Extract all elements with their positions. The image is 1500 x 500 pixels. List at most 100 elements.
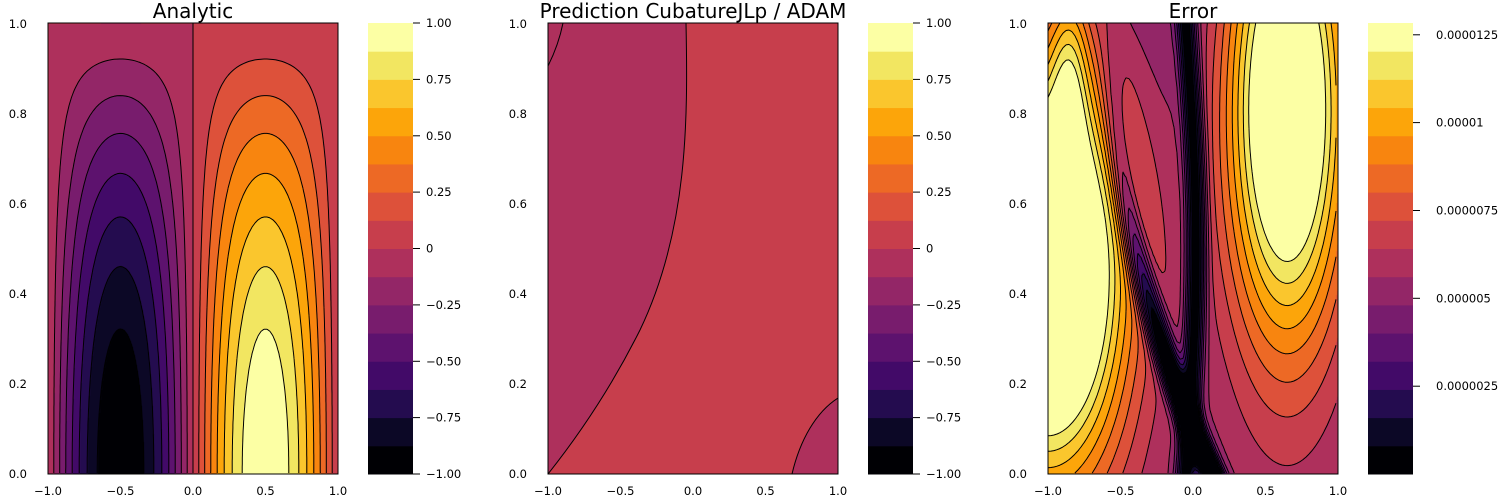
y-tick-label: 1.0 (1009, 17, 1027, 31)
colorbar-swatch (368, 23, 413, 52)
colorbar-swatch (368, 276, 413, 306)
colorbar-ticks (413, 22, 420, 475)
y-tick-label: 0.8 (9, 107, 27, 121)
colorbar-swatch (868, 79, 913, 109)
y-axis: 0.0 0.2 0.4 0.6 0.8 1.0 (1009, 17, 1027, 481)
x-tick-label: −1.0 (534, 484, 562, 498)
colorbar-tick-label: −0.25 (926, 298, 961, 312)
colorbar-tick-label: −0.50 (926, 354, 961, 368)
colorbar-swatch (1368, 248, 1413, 278)
y-tick-label: 0.4 (509, 287, 527, 301)
colorbar-swatch (1368, 163, 1413, 193)
colorbar-swatch (868, 220, 913, 249)
y-tick-label: 0.4 (1009, 287, 1027, 301)
panel-prediction: Prediction CubatureJLp / ADAM −1.0 −0.5 … (509, 0, 962, 498)
colorbar-tick-label: 0.25 (926, 185, 952, 199)
colorbar-tick-label: 0.25 (426, 185, 452, 199)
x-axis: −1.0 −0.5 0.0 0.5 1.0 (1034, 484, 1347, 498)
colorbar-tick-label: 0.000005 (1436, 291, 1491, 305)
colorbar-tick-label: 1.00 (426, 16, 452, 30)
colorbar-tick-label: 0.0000125 (1436, 28, 1498, 42)
contour-line (204, 95, 327, 473)
colorbar-tick-label: 0.00001 (1436, 116, 1484, 130)
colorbar-swatch (868, 107, 913, 137)
contour-line (1150, 23, 1222, 474)
region-negative-left (548, 23, 688, 474)
colorbar-swatch (1368, 389, 1413, 419)
contour-line (231, 266, 300, 473)
contour-line (1145, 23, 1223, 474)
contour-line (71, 172, 170, 473)
contour-line (223, 216, 308, 473)
colorbar-swatch (868, 248, 913, 278)
x-tick-label: 0.0 (184, 484, 202, 498)
colorbar-tick-label: 0 (426, 242, 433, 256)
y-tick-label: 0.2 (1009, 377, 1027, 391)
contour-line (1088, 23, 1337, 474)
y-tick-label: 1.0 (9, 17, 27, 31)
colorbar-swatch (868, 361, 913, 390)
contour-line (65, 132, 176, 473)
x-tick-label: 0.5 (1256, 484, 1274, 498)
y-tick-label: 0.2 (509, 377, 527, 391)
colorbar-swatch (868, 304, 913, 334)
contour-line (53, 58, 188, 473)
colorbar-swatches (868, 23, 913, 475)
colorbar-swatch (1368, 276, 1413, 306)
y-tick-label: 0.0 (1009, 467, 1027, 481)
colorbar-swatch (868, 417, 913, 447)
plot-frame (1047, 22, 1339, 475)
contour-line (1106, 23, 1337, 474)
plot-frame (547, 22, 839, 475)
panel-error: Error −1.0 −0.5 0.0 0.5 1.0 0.0 0.2 0.4 … (1009, 0, 1499, 498)
colorbar-swatch (368, 135, 413, 165)
x-tick-label: 1.0 (1329, 484, 1347, 498)
colorbar-swatch (368, 163, 413, 193)
panel-analytic: Analytic −1.0 −0.5 0.0 0.5 1.0 0.0 0.2 0… (9, 0, 462, 498)
x-tick-label: −0.5 (1107, 484, 1135, 498)
y-tick-label: 1.0 (509, 17, 527, 31)
contour-line (1048, 23, 1337, 474)
contour-line (86, 266, 155, 474)
colorbar-swatch (1368, 135, 1413, 165)
colorbar-swatch (868, 51, 913, 80)
panel-title: Error (1169, 0, 1219, 23)
contour-line (59, 95, 182, 473)
panel-title: Analytic (153, 0, 233, 23)
colorbar-swatch (368, 51, 413, 80)
colorbar-tick-label: −0.75 (926, 411, 961, 425)
contour-line (1132, 23, 1228, 474)
contour-plot (48, 23, 338, 474)
colorbar-ticks (913, 22, 920, 475)
y-axis: 0.0 0.2 0.4 0.6 0.8 1.0 (509, 17, 527, 481)
colorbar-swatch (368, 192, 413, 221)
x-axis: −1.0 −0.5 0.0 0.5 1.0 (34, 484, 347, 498)
y-tick-label: 0.6 (509, 197, 527, 211)
colorbar: 0.0000025 0.000005 0.0000075 0.00001 0.0… (1368, 23, 1498, 475)
y-tick-label: 0.8 (1009, 107, 1027, 121)
colorbar-swatch (368, 107, 413, 137)
contour-line (210, 132, 321, 474)
contour-plot (1048, 23, 1338, 474)
colorbar-swatch (368, 220, 413, 249)
colorbar-tick-label: 1.00 (926, 16, 952, 30)
colorbar: −1.00 −0.75 −0.50 −0.25 0 0.25 0.50 0.75… (368, 16, 461, 481)
colorbar-swatch (368, 248, 413, 278)
x-tick-label: −1.0 (34, 484, 62, 498)
contour-line (1048, 23, 1332, 452)
contour-line (1048, 23, 1337, 469)
colorbar-tick-label: 0.50 (926, 129, 952, 143)
x-tick-label: 0.0 (1184, 484, 1202, 498)
x-tick-label: 0.5 (756, 484, 774, 498)
contour-line (1127, 23, 1230, 474)
colorbar-swatch (368, 304, 413, 334)
contour-line (1095, 23, 1337, 474)
contour-line (1122, 23, 1235, 474)
contour-line (241, 328, 290, 473)
contour-line (1048, 23, 1337, 474)
colorbar-tick-label: 0.50 (426, 129, 452, 143)
colorbar-ticks (1413, 34, 1420, 387)
y-tick-label: 0.4 (9, 287, 27, 301)
colorbar-swatch (368, 389, 413, 419)
colorbar-swatch (1368, 333, 1413, 362)
